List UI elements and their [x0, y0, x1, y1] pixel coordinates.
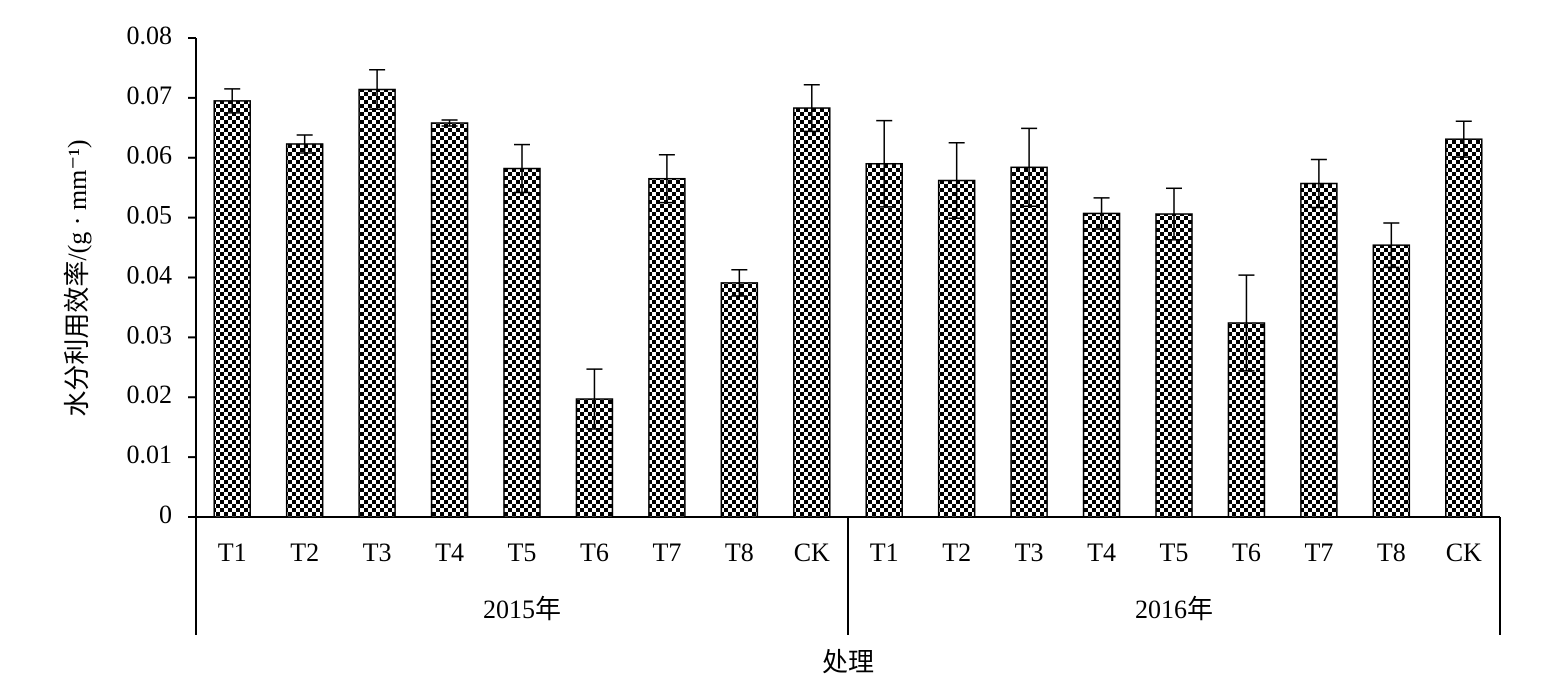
y-tick-label: 0.04	[127, 260, 173, 289]
y-tick-label: 0.02	[127, 380, 173, 409]
bar	[430, 122, 469, 518]
x-tick-label: T2	[290, 538, 319, 567]
bar	[1445, 138, 1483, 518]
x-tick-label: CK	[1446, 538, 1482, 567]
error-bar	[296, 134, 313, 154]
bar	[1082, 212, 1121, 518]
error-bar	[514, 143, 530, 194]
x-tick-label: T8	[725, 538, 754, 567]
bar	[1372, 244, 1411, 518]
error-bar	[369, 68, 386, 111]
x-tick-label: T7	[652, 538, 681, 567]
error-bar	[1310, 158, 1327, 209]
y-tick-label: 0.07	[127, 81, 173, 110]
x-tick-label: T6	[1232, 538, 1261, 567]
group-label: 2016年	[1135, 595, 1213, 624]
x-tick-label: CK	[794, 538, 830, 567]
x-tick-label: T4	[435, 538, 464, 567]
bar	[503, 167, 541, 518]
x-tick-label: T8	[1377, 538, 1406, 567]
y-tick-label: 0.05	[127, 201, 173, 230]
x-tick-label: T1	[218, 538, 247, 567]
error-bar	[586, 368, 603, 430]
bar	[648, 177, 686, 518]
bar	[285, 143, 324, 518]
error-bar	[948, 142, 965, 219]
x-tick-label: T7	[1304, 538, 1333, 567]
error-bar	[731, 268, 748, 297]
group-label: 2015年	[483, 595, 561, 624]
x-tick-label: T1	[870, 538, 899, 567]
bar	[1010, 166, 1048, 518]
bar	[865, 162, 903, 518]
error-bar	[441, 119, 458, 127]
y-tick-label: 0	[159, 500, 172, 529]
y-tick-label: 0.08	[127, 21, 173, 50]
bar	[213, 100, 251, 518]
error-bar	[658, 154, 675, 204]
x-tick-label: T6	[580, 538, 609, 567]
error-bar	[224, 88, 241, 114]
x-tick-label: T3	[363, 538, 392, 567]
x-tick-label: T5	[508, 538, 537, 567]
y-axis-label: 水分利用效率/(g · mm⁻¹)	[63, 139, 92, 416]
x-tick-label: T2	[942, 538, 971, 567]
error-bar	[876, 119, 893, 208]
y-tick-label: 0.03	[127, 320, 173, 349]
error-bar	[1383, 222, 1400, 269]
x-tick-label: T3	[1015, 538, 1044, 567]
x-axis-label: 处理	[822, 648, 874, 677]
error-bar	[1093, 197, 1110, 230]
bar	[1300, 182, 1338, 518]
y-tick-label: 0.06	[127, 141, 173, 170]
error-bar	[803, 83, 820, 133]
error-bar	[1021, 127, 1038, 207]
x-tick-label: T5	[1160, 538, 1189, 567]
error-bar	[1238, 274, 1255, 372]
y-tick-label: 0.01	[127, 440, 173, 469]
bar	[793, 107, 831, 518]
bar	[1155, 213, 1193, 518]
bar	[937, 179, 976, 518]
bar	[358, 88, 396, 518]
x-tick-label: T4	[1087, 538, 1116, 567]
error-bar	[1455, 120, 1472, 158]
error-bar	[1166, 187, 1182, 241]
bar	[720, 282, 759, 518]
